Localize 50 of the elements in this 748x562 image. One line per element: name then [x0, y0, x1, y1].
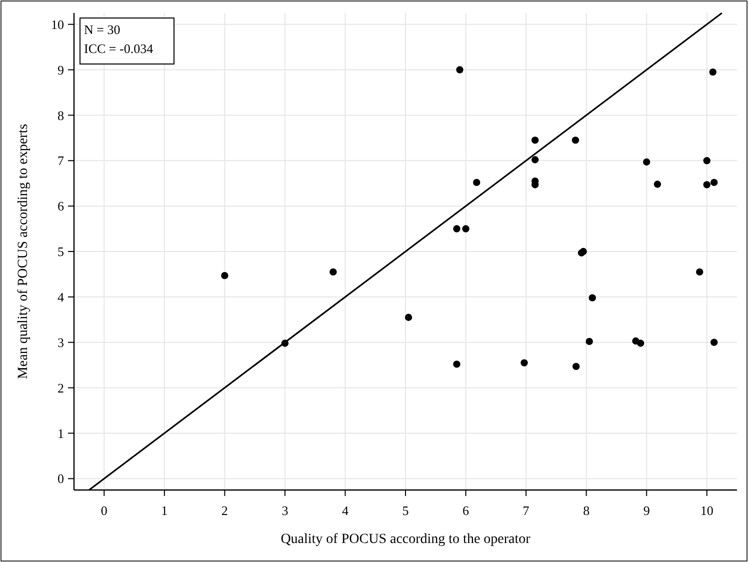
point [520, 359, 528, 366]
annotation: ICC = -0.034 [84, 41, 154, 56]
point [636, 340, 644, 347]
x-tick-label: 5 [402, 503, 409, 518]
x-tick-label: 2 [221, 503, 228, 518]
point [710, 338, 718, 346]
y-tick-label: 9 [58, 62, 64, 78]
y-tick-label: 4 [58, 289, 64, 304]
x-tick-label: 10 [700, 503, 714, 518]
x-tick-label: 1 [161, 503, 168, 518]
point [221, 272, 228, 280]
point [709, 68, 716, 76]
y-tick-label: 6 [58, 198, 64, 214]
y-axis-title: Mean quality of POCUS according to experts [16, 124, 31, 380]
x-tick-label: 0 [100, 503, 108, 518]
point [586, 338, 593, 346]
x-tick-label: 3 [282, 503, 288, 518]
point [531, 156, 539, 164]
point [703, 157, 710, 164]
point [696, 268, 704, 276]
point [654, 180, 662, 188]
point [456, 66, 464, 74]
point [710, 178, 718, 186]
y-tick-label: 3 [58, 334, 64, 350]
y-tick-label: 0 [58, 471, 64, 486]
point [453, 225, 460, 232]
point [473, 178, 480, 186]
point [572, 362, 580, 370]
point [462, 225, 470, 232]
x-tick-label: 9 [643, 503, 650, 518]
point [330, 268, 337, 276]
point [453, 360, 460, 368]
y-tick-label: 7 [58, 153, 64, 168]
x-tick-label: 4 [342, 503, 349, 518]
x-tick-label: 7 [522, 503, 530, 518]
point [588, 294, 596, 302]
point [642, 158, 650, 166]
point [572, 136, 580, 144]
annotation: N = 30 [84, 22, 120, 37]
x-tick-label: 6 [462, 503, 470, 518]
point [531, 136, 539, 144]
point [404, 314, 412, 321]
y-tick-label: 5 [58, 244, 64, 260]
x-tick-label: 8 [583, 503, 590, 518]
y-tick-label: 10 [51, 16, 64, 32]
x-axis-title: Quality of POCUS according to the operator [280, 532, 531, 547]
y-tick-label: 1 [58, 426, 64, 441]
point [703, 181, 710, 188]
y-tick-label: 2 [58, 380, 64, 396]
y-tick-label: 8 [58, 108, 64, 123]
